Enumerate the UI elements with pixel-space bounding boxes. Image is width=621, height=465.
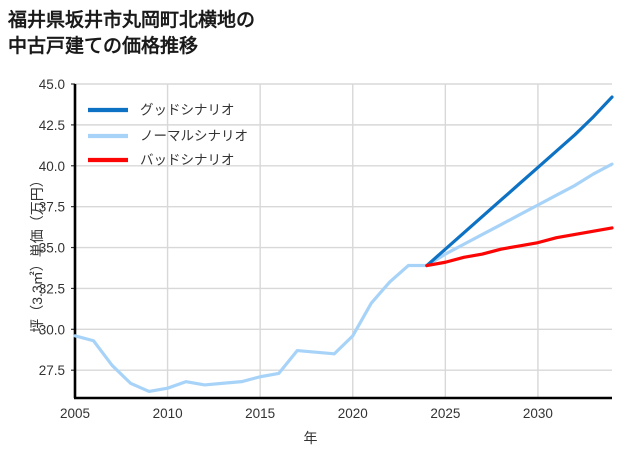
y-tick-label: 30.0 — [39, 322, 65, 337]
x-tick-label: 2005 — [60, 406, 90, 421]
gridlines — [74, 83, 612, 398]
x-tick-label: 2025 — [430, 406, 460, 421]
y-tick-label: 45.0 — [39, 77, 65, 92]
series-line-グッドシナリオ — [425, 95, 614, 268]
series-line-ノーマルシナリオ — [73, 162, 614, 394]
legend-label-2: バッドシナリオ — [140, 153, 235, 168]
y-tick-label: 40.0 — [39, 159, 65, 174]
x-tick-label: 2015 — [245, 406, 275, 421]
x-axis-title: 年 — [303, 430, 318, 446]
y-tick-label: 32.5 — [39, 281, 65, 296]
x-tick-label: 2010 — [153, 406, 183, 421]
y-tick-label: 27.5 — [39, 363, 65, 378]
y-tick-label: 35.0 — [39, 241, 65, 256]
page-title: 福井県坂井市丸岡町北横地の 中古戸建ての価格推移 — [8, 10, 256, 57]
y-tick-label: 42.5 — [39, 118, 65, 133]
x-tick-label: 2030 — [523, 406, 553, 421]
y-tick-label: 37.5 — [39, 200, 65, 215]
legend-label-1: ノーマルシナリオ — [140, 129, 248, 144]
legend-label-0: グッドシナリオ — [140, 103, 235, 118]
x-axis-ticks: 2005 2010 2015 2020 2025 2030 — [60, 406, 553, 421]
y-axis-title: 坪（3.3㎡）単価（万円） — [29, 173, 45, 333]
x-tick-label: 2020 — [338, 406, 368, 421]
series-line-バッドシナリオ — [425, 226, 614, 268]
